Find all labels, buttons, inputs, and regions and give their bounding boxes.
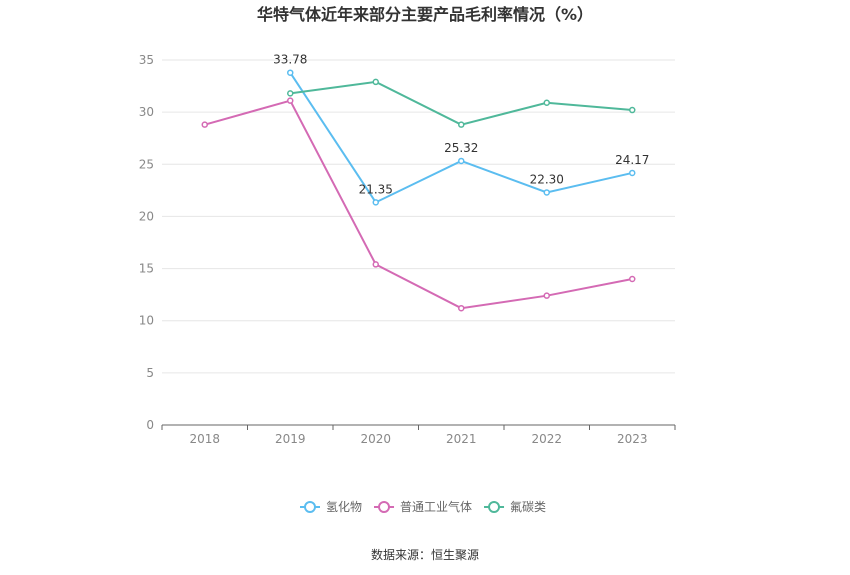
data-point[interactable]	[372, 199, 379, 206]
y-tick-label: 25	[139, 157, 154, 171]
legend-item[interactable]: 普通工业气体	[374, 499, 472, 514]
legend-marker	[488, 501, 501, 513]
x-tick-label: 2021	[446, 432, 477, 446]
legend-label: 氢化物	[326, 499, 362, 514]
data-label: 25.32	[444, 141, 478, 155]
data-label: 21.35	[359, 182, 393, 196]
data-point[interactable]	[372, 78, 379, 86]
x-tick-label: 2018	[189, 432, 220, 446]
series-line	[290, 80, 633, 126]
legend[interactable]: 氢化物 普通工业气体 氟碳类	[300, 499, 546, 514]
data-label: 22.30	[530, 172, 564, 186]
data-label: 24.17	[615, 153, 649, 167]
data-point[interactable]	[287, 97, 294, 104]
legend-item[interactable]: 氢化物	[300, 499, 362, 514]
data-point[interactable]	[287, 69, 294, 76]
y-tick-label: 0	[146, 418, 154, 432]
data-point[interactable]	[629, 106, 636, 114]
data-point[interactable]	[287, 90, 294, 97]
legend-marker	[304, 501, 316, 513]
data-point[interactable]	[458, 121, 465, 128]
y-tick-label: 35	[139, 53, 154, 67]
series-line	[289, 72, 633, 204]
data-point[interactable]	[372, 261, 379, 268]
data-point[interactable]	[458, 304, 465, 312]
y-axis: 0 5 10 15 20 25 30 35	[139, 53, 154, 432]
legend-label: 氟碳类	[510, 500, 546, 514]
x-tick-label: 2023	[617, 432, 648, 446]
data-point[interactable]	[629, 169, 636, 177]
data-point[interactable]	[543, 292, 550, 299]
data-point[interactable]	[201, 121, 208, 128]
legend-label: 普通工业气体	[400, 499, 472, 514]
data-point[interactable]	[543, 189, 550, 196]
data-labels: 33.78 21.35 25.32 22.30 24.17	[273, 53, 649, 197]
x-axis-ticks: 2018 2019 2020 2021 2022 2023	[189, 432, 647, 446]
source-note: 数据来源：恒生聚源	[371, 547, 479, 562]
y-tick-label: 5	[146, 366, 154, 380]
x-axis	[161, 424, 676, 430]
series-line	[204, 99, 633, 310]
x-tick-label: 2019	[275, 432, 306, 446]
chart-title: 华特气体近年来部分主要产品毛利率情况（%）	[257, 5, 593, 24]
y-tick-label: 30	[139, 105, 154, 119]
data-point[interactable]	[543, 99, 550, 107]
x-tick-label: 2022	[531, 432, 562, 446]
data-label: 33.78	[273, 53, 307, 67]
legend-item[interactable]: 氟碳类	[484, 500, 546, 514]
y-tick-label: 20	[139, 209, 154, 223]
data-point[interactable]	[458, 157, 465, 165]
y-tick-label: 10	[139, 314, 154, 328]
series-group	[201, 69, 636, 312]
legend-marker	[378, 501, 391, 513]
y-tick-label: 15	[139, 262, 154, 276]
data-point[interactable]	[629, 275, 636, 283]
x-tick-label: 2020	[360, 432, 391, 446]
